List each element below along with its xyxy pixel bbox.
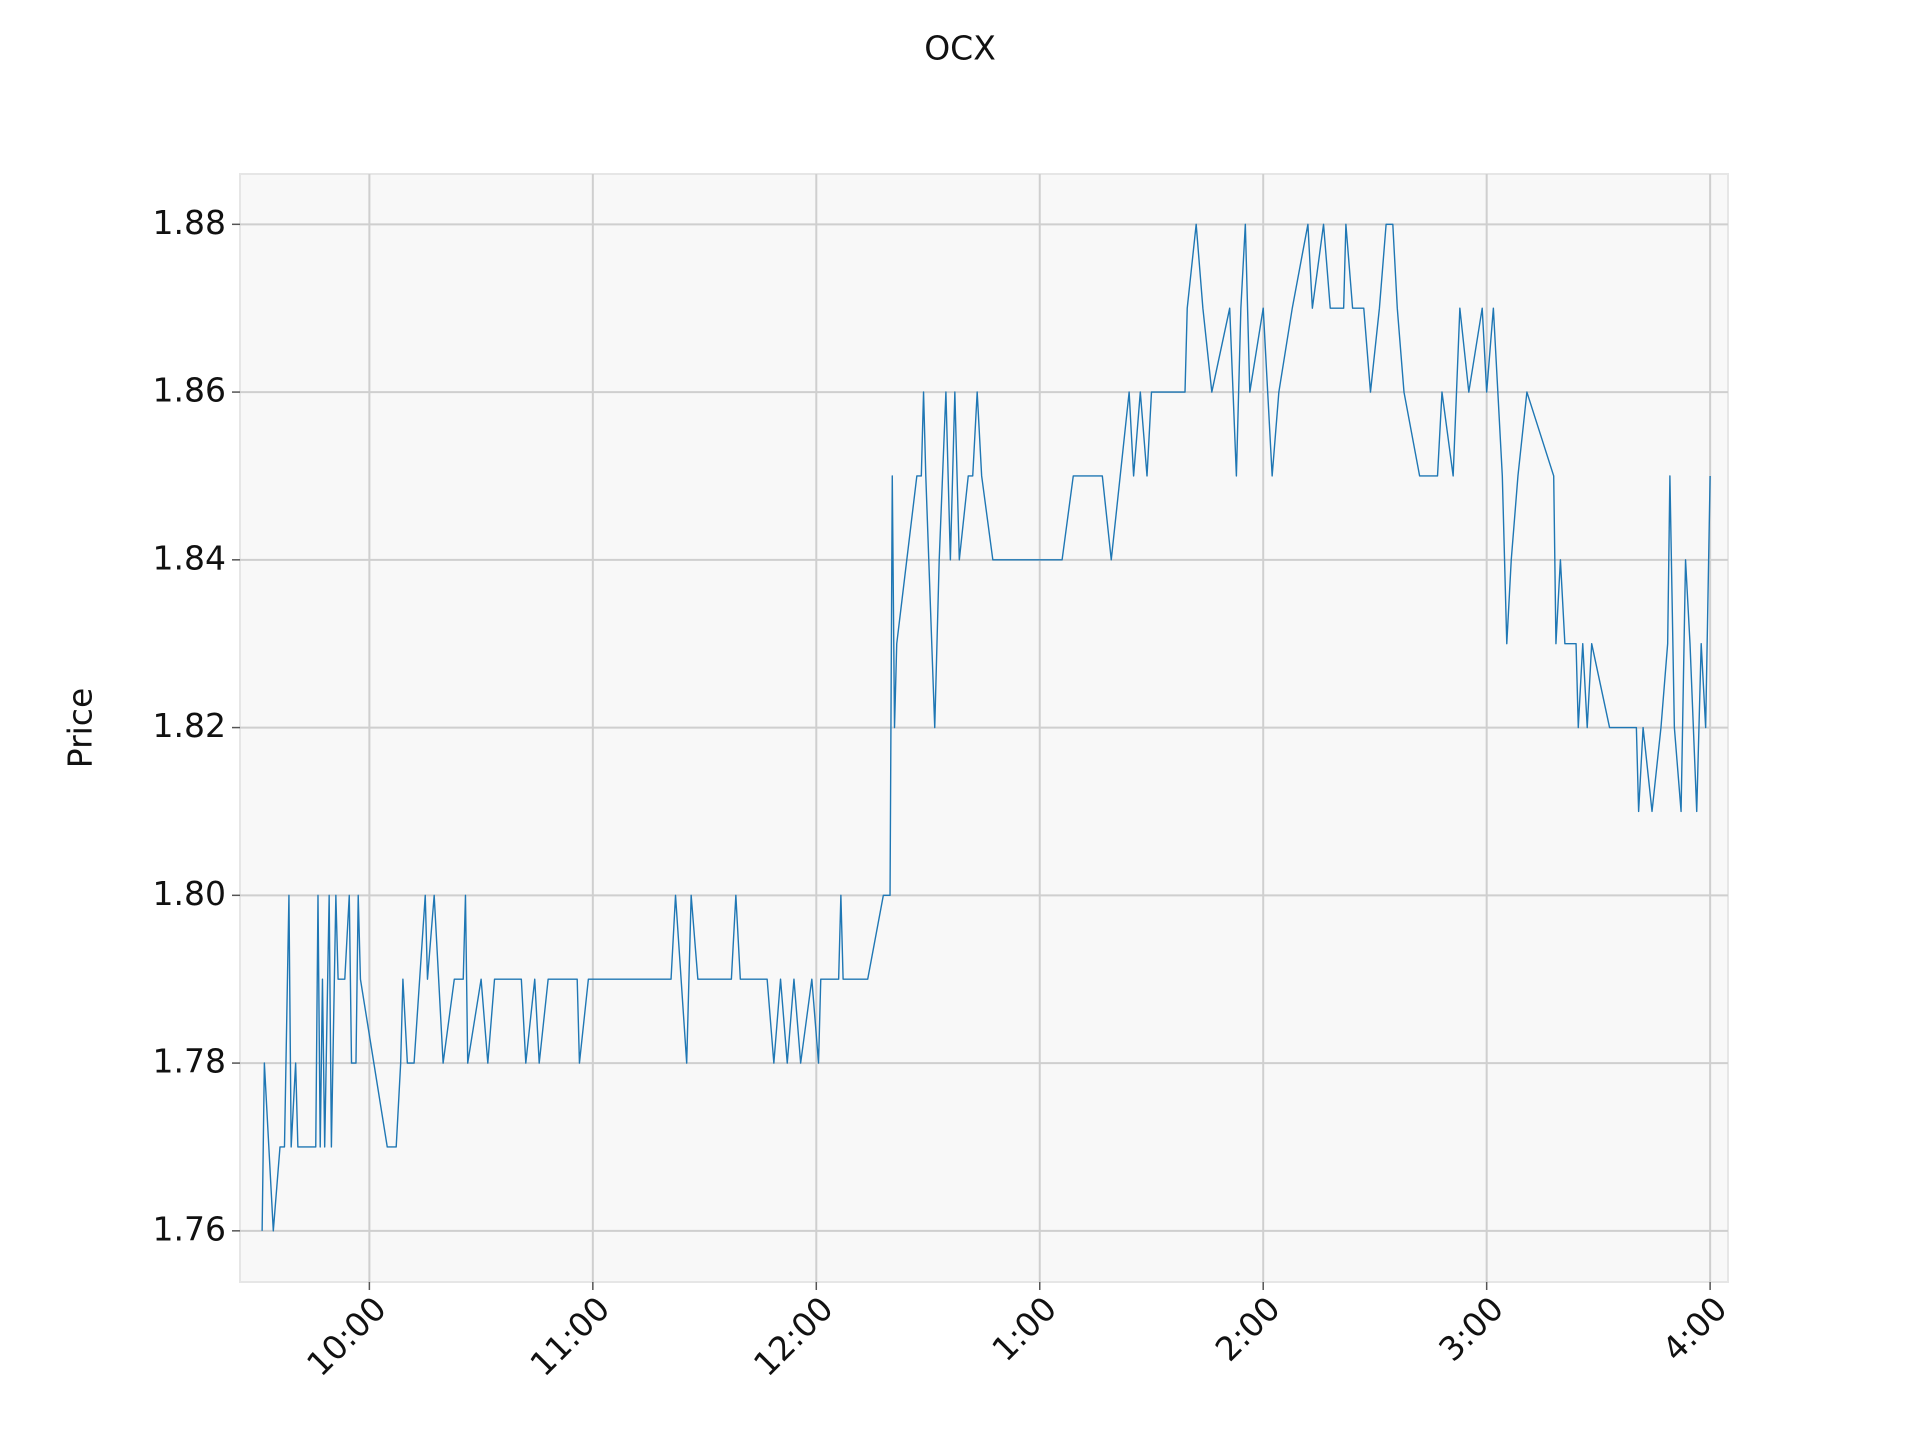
price-line bbox=[261, 223, 1711, 1232]
chart-title: OCX bbox=[924, 29, 996, 68]
y-tick-label: 1.76 bbox=[153, 1209, 226, 1248]
x-tick-label: 12:00 bbox=[746, 1289, 841, 1384]
y-tick-label: 1.80 bbox=[153, 874, 226, 913]
y-tick-label: 1.84 bbox=[153, 538, 226, 577]
x-tick-label: 2:00 bbox=[1208, 1289, 1288, 1369]
x-tick-label: 10:00 bbox=[299, 1289, 394, 1384]
x-tick-label: 3:00 bbox=[1431, 1289, 1511, 1369]
y-axis-label: Price bbox=[61, 688, 100, 769]
y-tick-label: 1.78 bbox=[153, 1042, 226, 1081]
x-tick-label: 4:00 bbox=[1655, 1289, 1735, 1369]
y-tick-label: 1.88 bbox=[153, 203, 226, 242]
y-tick-label: 1.82 bbox=[153, 706, 226, 745]
y-tick-label: 1.86 bbox=[153, 371, 226, 410]
x-tick-label: 11:00 bbox=[522, 1289, 617, 1384]
x-tick-label: 1:00 bbox=[984, 1289, 1064, 1369]
